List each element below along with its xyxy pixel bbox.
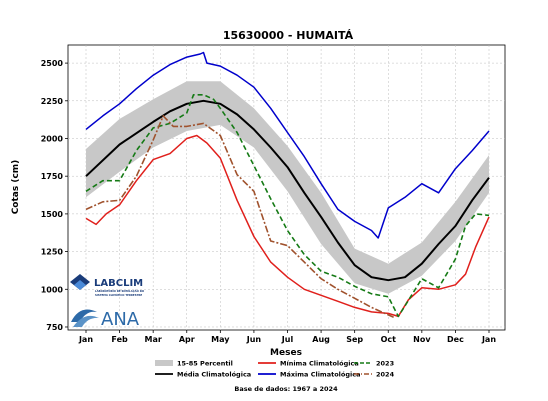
y-tick-label: 2250 <box>41 97 64 106</box>
y-axis-label: Cotas (cm) <box>11 160 21 215</box>
chart-title: 15630000 - HUMAITÁ <box>223 29 354 42</box>
y-tick-label: 2000 <box>41 134 64 143</box>
percentile-band <box>86 81 489 294</box>
legend-swatch <box>155 360 173 366</box>
x-tick-label: May <box>211 335 230 344</box>
ana-wave-icon <box>71 309 97 322</box>
x-tick-label: Mar <box>145 335 162 344</box>
legend-label: Máxima Climatológica <box>280 371 360 379</box>
ana-name: ANA <box>101 309 140 330</box>
y-tick-label: 1750 <box>41 172 64 181</box>
y-tick-label: 750 <box>46 323 63 332</box>
series-m-dia-climatol-gica <box>85 99 490 282</box>
ana-logo: ANA <box>71 309 140 330</box>
y-tick-label: 1250 <box>41 248 64 257</box>
legend-label: Mínima Climatológica <box>280 360 359 368</box>
x-tick-label: Jan <box>481 335 496 344</box>
x-tick-label: Jun <box>246 335 262 344</box>
base-text: Base de dados: 1967 a 2024 <box>234 385 338 393</box>
x-tick-label: Oct <box>381 335 397 344</box>
y-tick-label: 2500 <box>41 59 64 68</box>
labclim-mark-inner-icon <box>74 280 86 290</box>
legend-label: 15-85 Percentil <box>177 360 233 368</box>
ana-wave-icon-2 <box>73 315 99 327</box>
x-tick-label: Jul <box>281 335 294 344</box>
series-m-nima-climatol-gica <box>85 134 490 318</box>
labclim-name: LABCLIM <box>94 278 143 289</box>
y-tick-label: 1000 <box>41 285 64 294</box>
labclim-logo: LABCLIM LABORATÓRIO DE SIMULAÇÃO DO SIST… <box>70 274 145 297</box>
legend-label: 2023 <box>376 360 394 368</box>
x-tick-label: Nov <box>413 335 431 344</box>
x-tick-label: Sep <box>346 335 363 344</box>
labclim-sub2: SISTEMA CLIMÁTICO TERRESTRE <box>95 292 142 297</box>
x-axis-label: Meses <box>270 348 302 358</box>
percentile-band-area <box>86 81 489 294</box>
y-tick-label: 1500 <box>41 210 64 219</box>
series-2024 <box>85 115 396 319</box>
x-tick-label: Jan <box>78 335 93 344</box>
legend-label: Média Climatológica <box>177 371 251 379</box>
labclim-sub1: LABORATÓRIO DE SIMULAÇÃO DO <box>95 288 145 293</box>
x-tick-label: Dec <box>447 335 464 344</box>
series-m-xima-climatol-gica <box>85 51 490 239</box>
legend-label: 2024 <box>376 371 395 379</box>
series-group <box>85 51 490 319</box>
x-axis: Jan Feb Mar Apr May Jun Jul Aug Sep Oct Nov Dec Jan <box>78 330 496 344</box>
x-tick-label: Aug <box>312 335 330 344</box>
x-tick-label: Feb <box>111 335 128 344</box>
y-axis: 750 1000 1250 1500 1750 2000 2250 2500 <box>41 59 68 332</box>
x-tick-label: Apr <box>179 335 195 344</box>
legend: 15-85 Percentil Média Climatológica Mínima… <box>155 360 395 379</box>
